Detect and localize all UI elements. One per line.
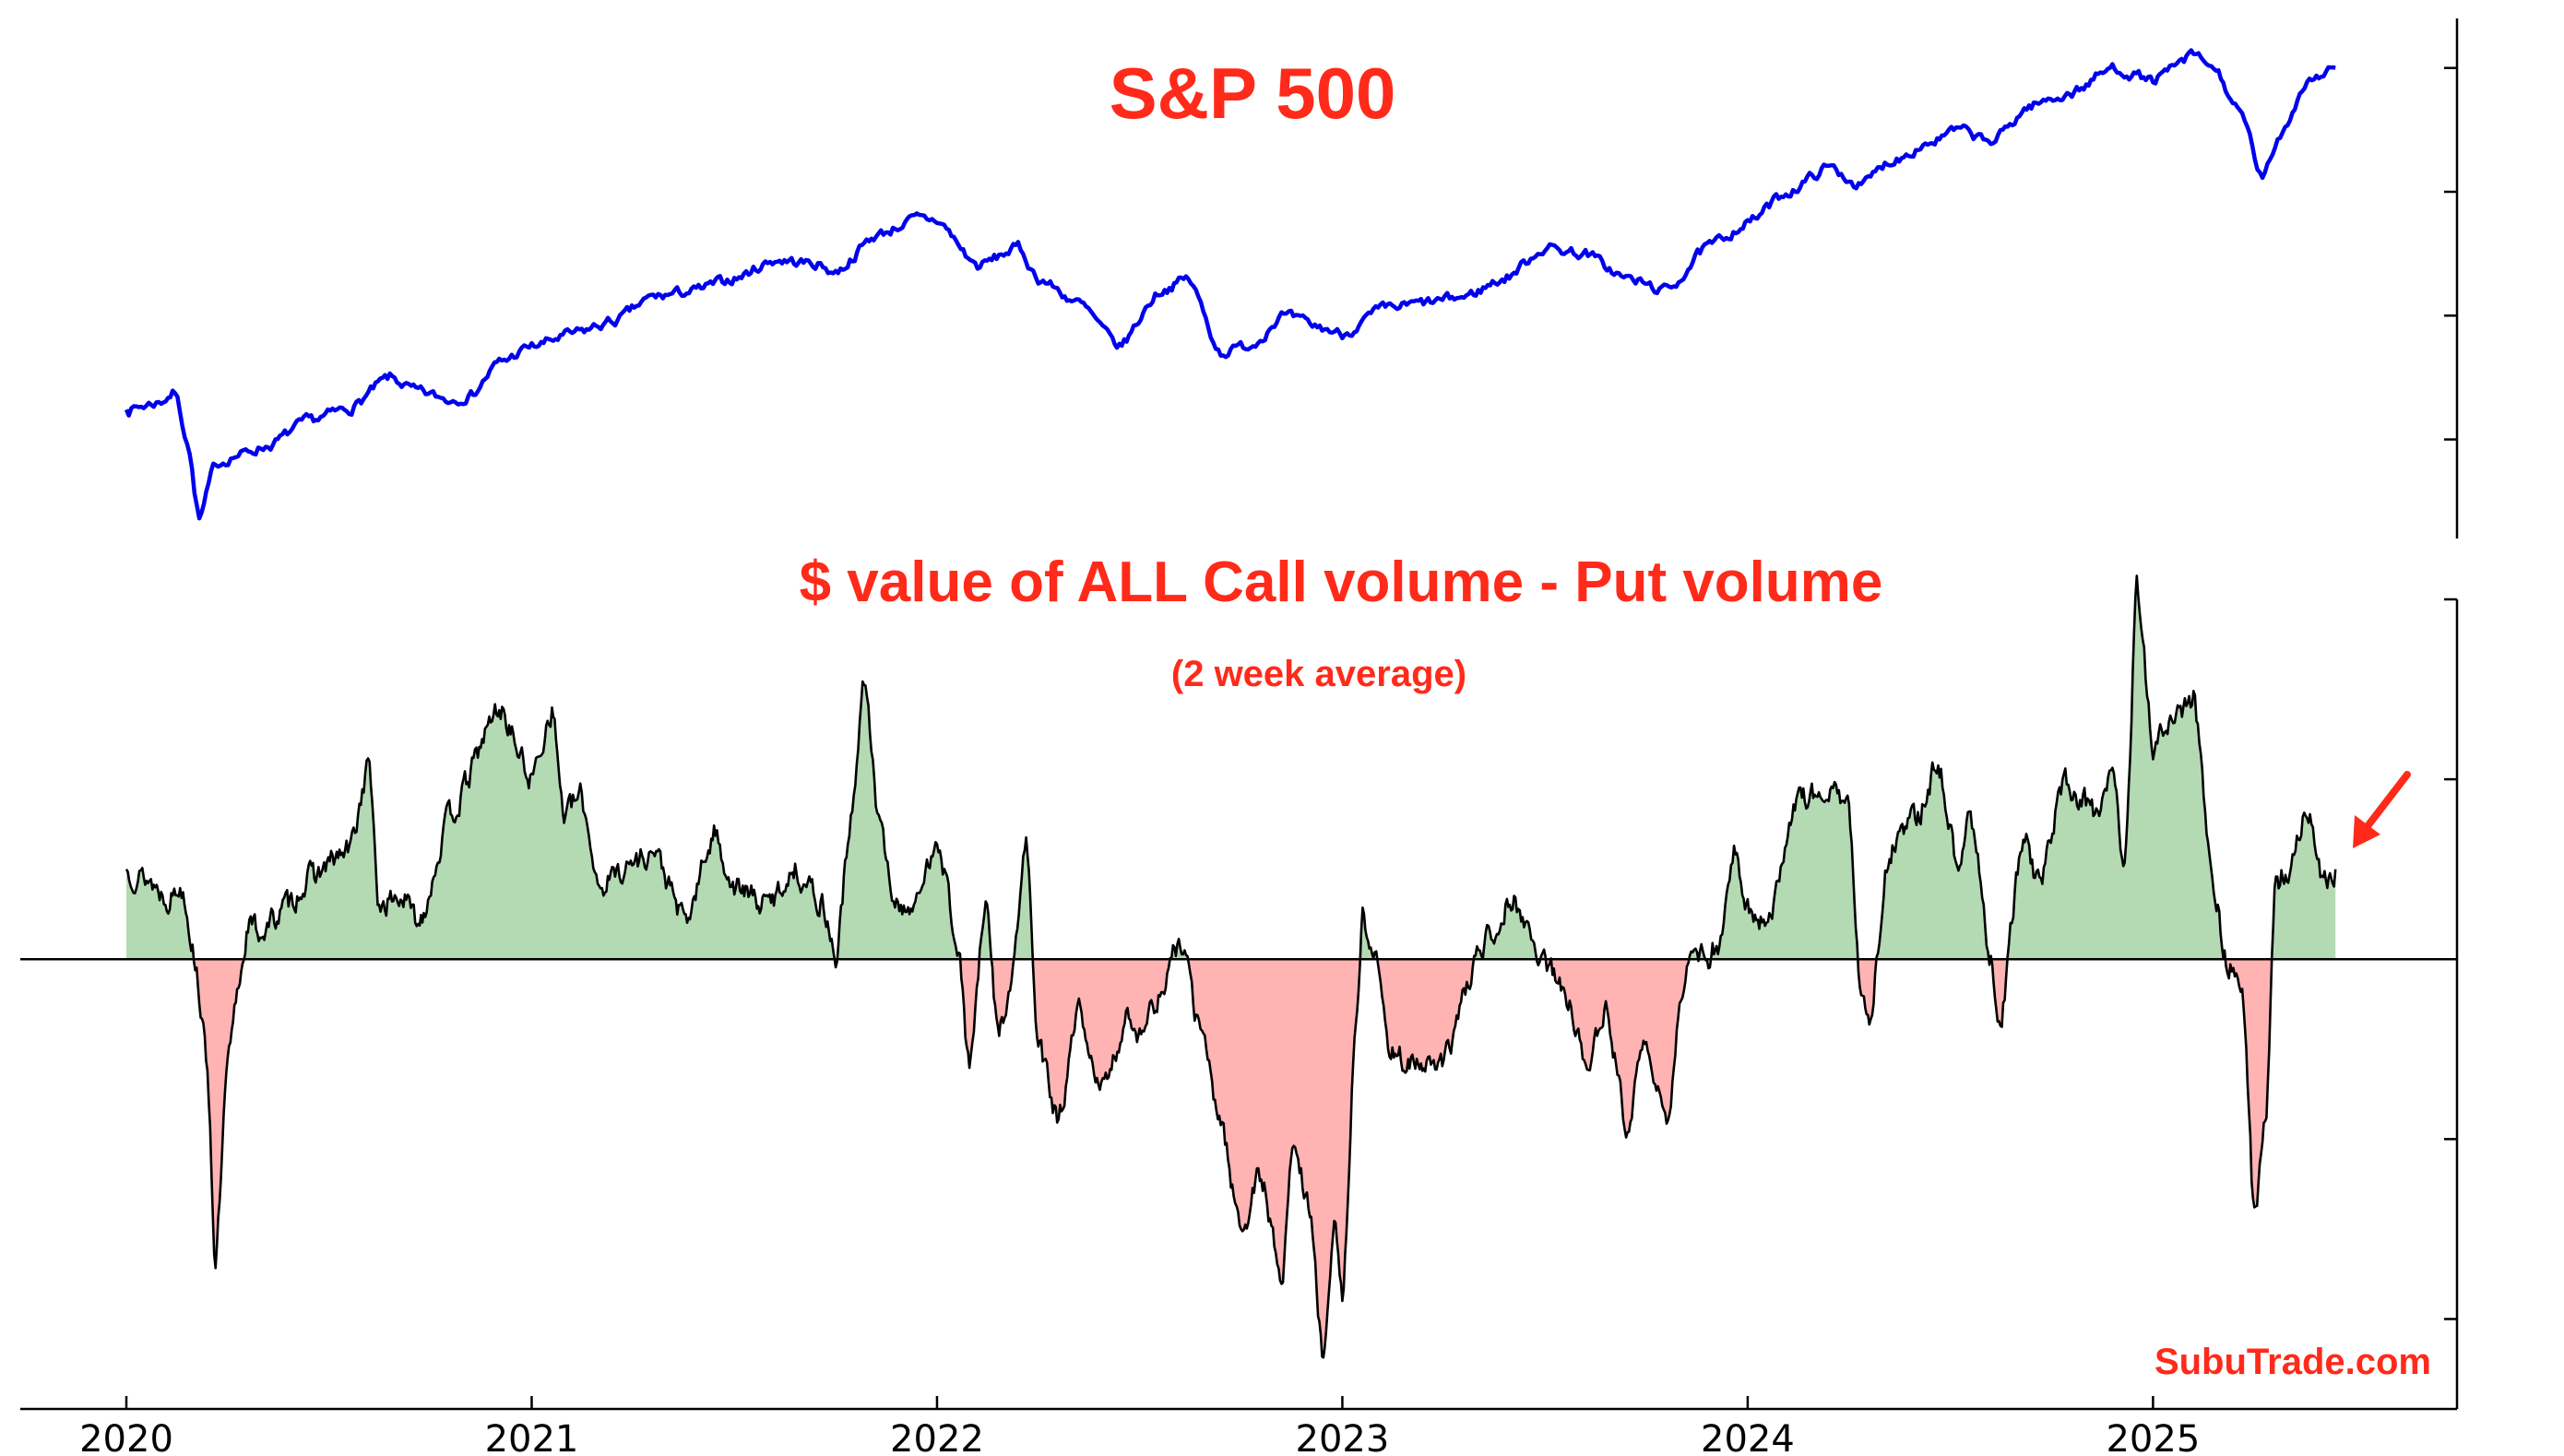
call-put-title: $ value of ALL Call volume - Put volume [800, 550, 1883, 614]
sp500-y-ticks [2444, 66, 2457, 441]
x-ticks: 2020 2021 2022 2023 2024 2025 [79, 1396, 2200, 1456]
x-tick-label-2025: 2025 [2106, 1418, 2200, 1456]
x-tick-label-2023: 2023 [1296, 1418, 1390, 1456]
watermark: SubuTrade.com [2154, 1342, 2431, 1382]
call-put-panel: 2020 2021 2022 2023 2024 2025 $ value of ALL … [20, 550, 2459, 1456]
x-tick-label-2021: 2021 [485, 1418, 579, 1456]
sp500-title: S&P 500 [1110, 53, 1396, 134]
call-put-y-ticks [2444, 598, 2457, 1320]
call-put-line [125, 574, 2337, 1359]
x-tick-label-2024: 2024 [1701, 1418, 1795, 1456]
positive-area [126, 575, 2336, 960]
call-put-subtitle: (2 week average) [1171, 654, 1466, 694]
x-tick-label-2022: 2022 [890, 1418, 984, 1456]
sp500-panel: S&P 500 [124, 18, 2459, 539]
x-tick-label-2020: 2020 [79, 1418, 173, 1456]
sp500-line [124, 48, 2336, 521]
negative-area [126, 959, 2336, 1358]
latest-value-arrow-icon [2353, 771, 2411, 848]
